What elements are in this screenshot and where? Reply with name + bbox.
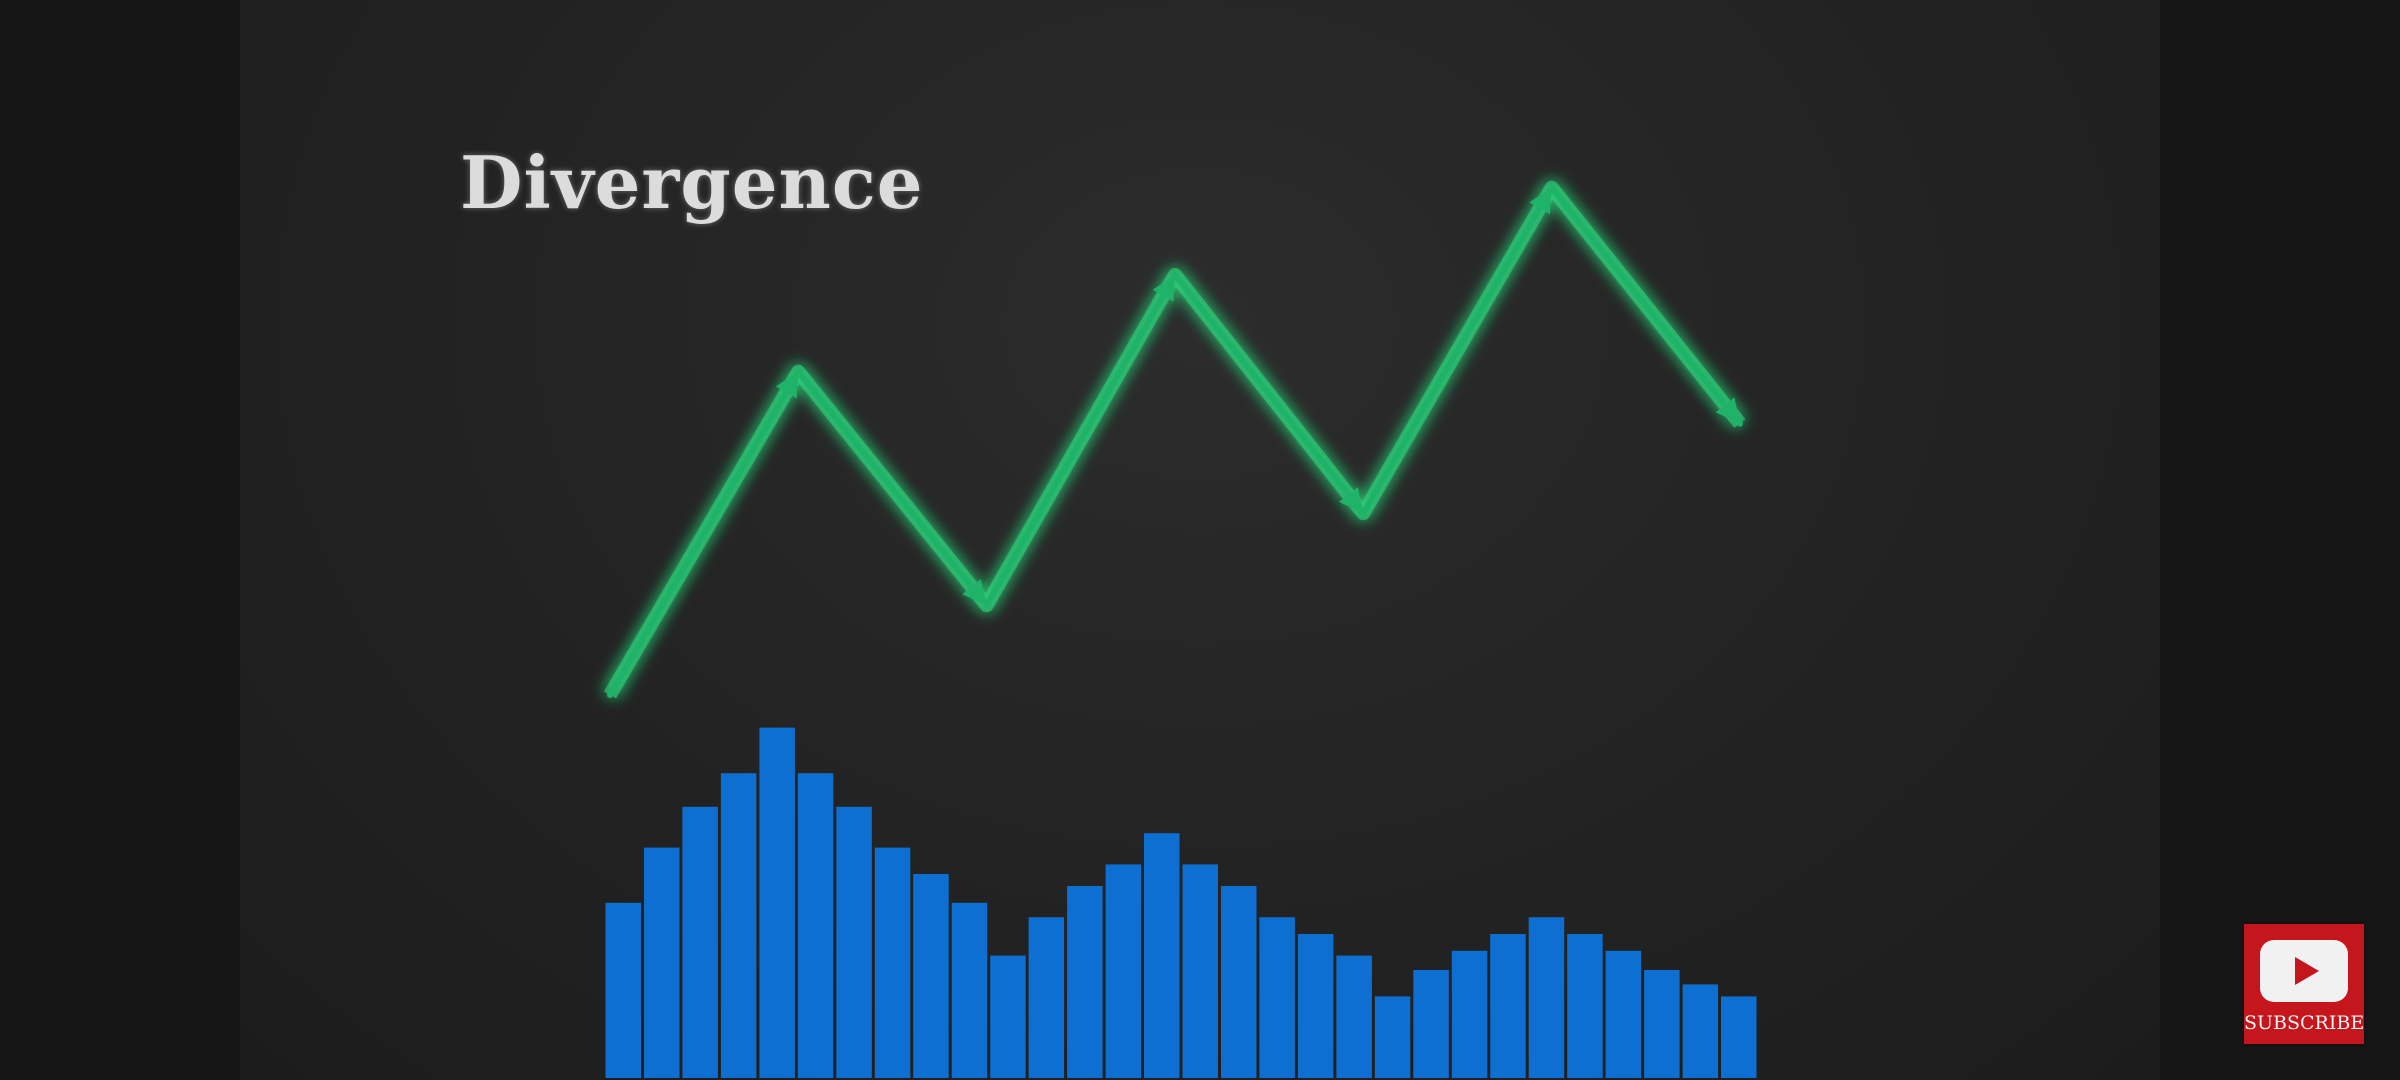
histogram-bar	[1721, 996, 1757, 1078]
subscribe-label: SUBSCRIBE	[2244, 1012, 2365, 1034]
price-line	[603, 180, 1746, 699]
histogram-bar	[1682, 984, 1719, 1078]
arrow-head-icon	[1529, 187, 1552, 215]
histogram-bar	[1605, 950, 1642, 1078]
histogram-bar	[874, 847, 911, 1078]
arrow-head-icon	[962, 579, 987, 606]
price-line-glow	[603, 180, 1746, 699]
histogram-bar	[1182, 864, 1218, 1078]
histogram-bar	[1451, 950, 1488, 1078]
histogram-bar	[1336, 955, 1372, 1078]
histogram-bar	[797, 773, 834, 1078]
histogram-bar	[1144, 833, 1180, 1078]
subscribe-button[interactable]: SUBSCRIBE	[2244, 924, 2364, 1044]
histogram-bar	[1374, 996, 1411, 1078]
histogram-bars	[605, 727, 1757, 1078]
video-title: Divergence	[460, 140, 924, 225]
histogram-bar	[913, 874, 949, 1078]
histogram-bar	[1297, 934, 1334, 1078]
histogram-bar	[720, 773, 757, 1078]
histogram-bar	[836, 806, 872, 1078]
histogram-bar	[990, 955, 1026, 1078]
histogram-bar	[1028, 917, 1065, 1078]
histogram-bar	[1259, 917, 1295, 1078]
price-line-path	[607, 184, 1743, 698]
histogram-bar	[951, 902, 988, 1078]
arrow-head-icon	[1715, 397, 1740, 424]
histogram-bar	[1067, 886, 1103, 1078]
histogram-bar	[1567, 934, 1603, 1078]
arrow-head-icon	[1152, 274, 1175, 302]
histogram-bar	[1221, 886, 1257, 1078]
histogram-bar	[1490, 934, 1526, 1078]
histogram-bar	[682, 806, 718, 1078]
histogram-bar	[759, 727, 795, 1078]
youtube-play-icon	[2260, 940, 2348, 1002]
histogram-bar	[1413, 970, 1449, 1078]
arrow-head-icon	[775, 371, 799, 399]
histogram-bar	[1528, 917, 1565, 1078]
histogram-bar	[644, 847, 680, 1078]
histogram-bar	[1644, 970, 1680, 1078]
histogram-bar	[605, 902, 641, 1078]
arrow-head-icon	[1339, 487, 1364, 514]
histogram-bar	[1105, 864, 1142, 1078]
